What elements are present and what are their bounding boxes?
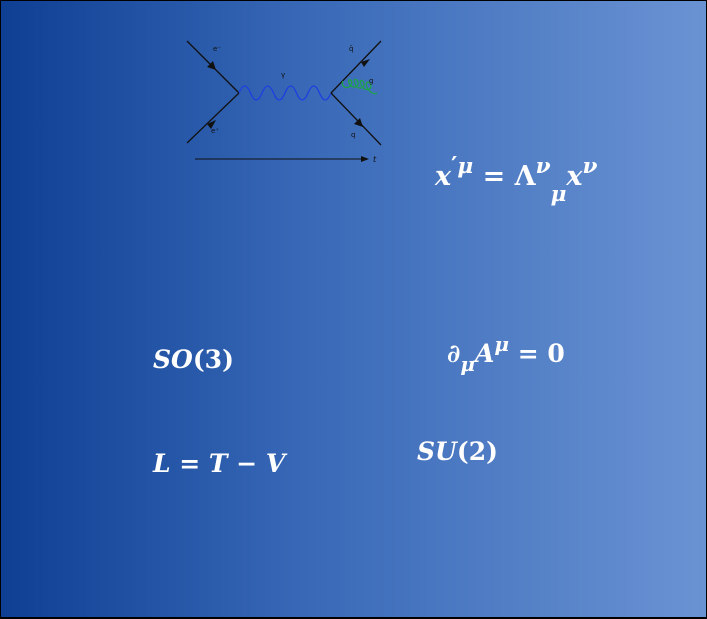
time-axis-arrow (361, 156, 369, 162)
lorentz-x: x (435, 161, 452, 192)
lorentz-mu-lower: μ (550, 182, 567, 208)
so3-group: SO(3) (153, 347, 234, 372)
so3-name: SO (153, 345, 193, 374)
lorentz-equals: = (473, 161, 515, 192)
positron-label: e⁺ (211, 127, 219, 135)
gauge-partial: ∂ (447, 339, 461, 368)
su2-group: SU(2) (417, 439, 498, 464)
antiquark-label: q̄ (349, 45, 353, 53)
lagrangian-equation: L = T − V (153, 449, 286, 478)
feynman-diagram: e⁻ e⁺ γ q̄ g q t (186, 40, 382, 164)
antiquark-arrow (361, 59, 370, 67)
quark-line (330, 92, 382, 146)
photon-label: γ (281, 71, 285, 79)
lorentz-mu-upper: μ (457, 154, 474, 180)
lorentz-transformation-equation: x′μ = Λνμxν (435, 153, 597, 205)
photon-propagator (238, 85, 332, 101)
quark-label: q (351, 131, 355, 139)
positron-line (186, 92, 240, 144)
gluon-line (341, 78, 378, 95)
lorentz-lambda: Λ (514, 161, 536, 192)
su2-arg: (2) (456, 437, 498, 466)
quark-arrow (354, 118, 363, 127)
lorentz-nu-upper-2: ν (582, 154, 598, 180)
time-axis-label: t (373, 155, 377, 164)
positron-arrow (207, 120, 216, 129)
lorentz-prime: ′ (451, 151, 458, 180)
su2-name: SU (417, 437, 457, 466)
electron-arrow (207, 61, 216, 70)
lorentz-nu-upper: ν (535, 154, 551, 180)
gauge-field: A (475, 339, 495, 368)
gauge-mu-lower: μ (460, 352, 475, 376)
so3-arg: (3) (192, 345, 234, 374)
electron-label: e⁻ (213, 45, 221, 53)
gauge-mu-upper: μ (494, 332, 510, 356)
antiquark-line (330, 40, 382, 94)
lorenz-gauge-equation: ∂μAμ = 0 (447, 334, 565, 374)
gauge-rhs: = 0 (509, 339, 565, 368)
lorentz-x2: x (566, 161, 583, 192)
gluon-label: g (369, 77, 373, 85)
